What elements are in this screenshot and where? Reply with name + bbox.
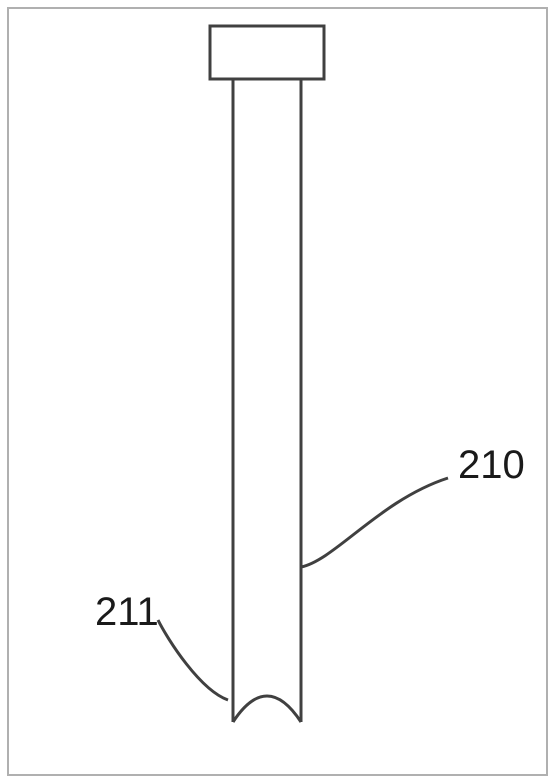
- reference-label-210: 210: [458, 443, 525, 487]
- part-head: [210, 26, 324, 79]
- patent-figure: 210 211: [0, 0, 555, 783]
- reference-label-211: 211: [95, 590, 159, 634]
- leader-line-211: [158, 620, 228, 700]
- figure-frame: [8, 8, 547, 775]
- part-shaft-bottom-edge: [233, 696, 301, 722]
- leader-line-210: [301, 478, 448, 567]
